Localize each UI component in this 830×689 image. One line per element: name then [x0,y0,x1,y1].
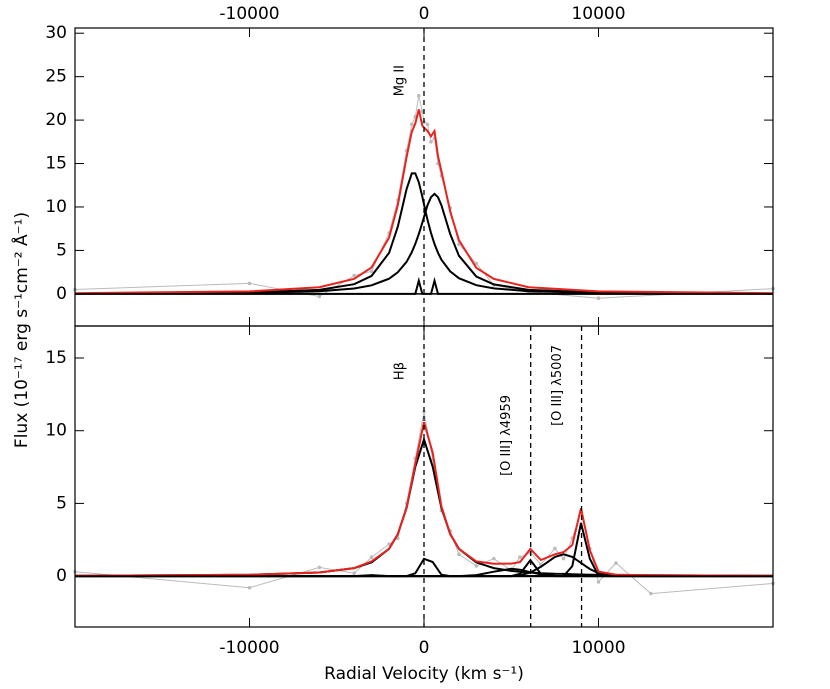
series-line [74,421,774,577]
data-point [369,555,374,560]
y-tick-label: 20 [45,110,67,130]
y-axis-label: Flux (10⁻¹⁷ erg s⁻¹cm⁻² Å⁻¹) [10,212,32,448]
y-tick-label: 5 [56,493,67,513]
x-tick-label: -10000 [219,638,279,658]
y-tick-label: 15 [45,154,67,174]
data-point [553,546,557,551]
data-point [352,571,357,575]
data-point [474,564,479,568]
data-point [247,281,252,286]
data-point [317,294,322,299]
line-label: Hβ [393,362,408,380]
line-label: Mg II [393,65,408,96]
x-tick-label: 0 [419,4,430,24]
data-point [474,261,479,266]
data-point [614,561,618,565]
data-point [596,580,601,584]
data-point [387,542,391,546]
data-point [420,109,425,114]
line-label: [O III] λ4959 [499,395,514,476]
data-point [518,555,522,560]
data-point [649,591,653,596]
data-point [352,273,357,278]
data-point [317,565,322,570]
data-point [457,552,461,557]
data-point [429,140,433,144]
data-point [492,556,496,561]
y-tick-label: 15 [45,348,67,368]
data-point [369,269,374,274]
data-point [409,122,414,127]
line-label: [O III] λ5007 [550,345,565,426]
x-tick-label: 10000 [571,4,625,24]
y-tick-label: 5 [56,240,67,260]
y-tick-label: 0 [56,284,67,304]
plot-frame [74,325,774,628]
data-point [247,585,252,590]
series-line [75,522,773,578]
x-axis-label: Radial Velocity (km s⁻¹) [324,664,524,684]
x-tick-label: -10000 [219,4,279,24]
x-tick-label: 10000 [571,638,625,658]
y-tick-label: 10 [45,421,67,441]
data-point [425,122,430,127]
y-tick-label: 0 [56,566,67,586]
y-tick-label: 30 [45,23,67,43]
data-point [457,242,461,247]
series-line [74,172,774,295]
data-point [596,296,601,300]
data-point [416,93,421,98]
y-tick-label: 25 [45,67,67,87]
x-tick-label: 0 [419,638,430,658]
y-tick-label: 10 [45,197,67,217]
data-point [561,556,566,561]
